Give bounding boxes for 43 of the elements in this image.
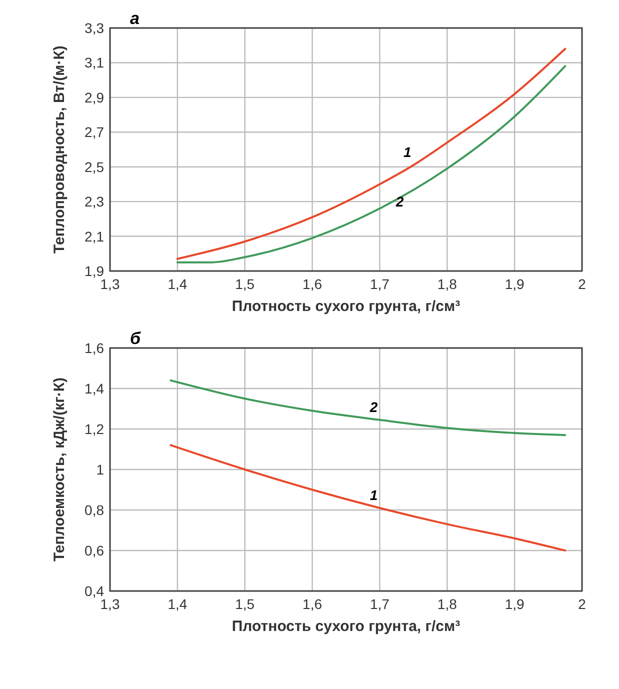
x-tick-label: 1,4 <box>168 276 188 292</box>
x-tick-label: 2 <box>578 276 586 292</box>
y-axis-title: Теплопроводность, Вт/(м·К) <box>51 46 68 254</box>
x-tick-label: 2 <box>578 596 586 612</box>
y-tick-label: 1,6 <box>84 340 104 356</box>
series-label: 2 <box>394 194 404 210</box>
x-tick-label: 1,9 <box>504 596 525 612</box>
y-axis-title: Теплоемкость, кДж/(кг·К) <box>51 378 68 562</box>
chart-title: а <box>130 9 140 28</box>
y-tick-label: 2,1 <box>84 228 104 244</box>
y-tick-label: 2,5 <box>84 158 104 175</box>
x-tick-label: 1,6 <box>302 276 322 292</box>
x-tick-label: 1,3 <box>100 596 120 612</box>
y-tick-label: 1,2 <box>84 421 104 437</box>
y-tick-label: 0,4 <box>84 583 104 599</box>
x-tick-label: 1,3 <box>100 276 120 292</box>
y-tick-label: 2,3 <box>84 194 104 210</box>
y-tick-label: 0,6 <box>84 542 104 558</box>
y-tick-label: 3,3 <box>84 20 104 36</box>
series-label: 2 <box>368 398 378 415</box>
x-axis-title: Плотность сухого грунта, г/см³ <box>232 618 460 635</box>
x-tick-label: 1,8 <box>437 596 458 612</box>
x-tick-label: 1,5 <box>235 276 255 292</box>
y-tick-label: 1,9 <box>84 263 104 279</box>
x-tick-label: 1,8 <box>437 276 458 292</box>
y-tick-label: 0,8 <box>84 502 104 518</box>
x-tick-label: 1,9 <box>504 276 525 292</box>
x-tick-label: 1,6 <box>302 596 322 612</box>
line-series <box>170 379 566 436</box>
y-tick-label: 1,4 <box>84 380 104 396</box>
y-tick-label: 1 <box>96 462 104 478</box>
chart-title: б <box>130 329 141 348</box>
x-tick-label: 1,4 <box>168 596 188 612</box>
x-axis-title: Плотность сухого грунта, г/см³ <box>232 298 460 315</box>
y-tick-label: 3,1 <box>84 54 104 71</box>
x-tick-label: 1,7 <box>370 596 390 612</box>
y-tick-label: 2,7 <box>84 124 104 140</box>
x-tick-label: 1,5 <box>235 596 255 612</box>
series-label: 1 <box>404 144 412 160</box>
line-series <box>170 444 566 552</box>
x-tick-label: 1,7 <box>370 276 390 292</box>
y-tick-label: 2,9 <box>84 89 104 106</box>
series-label: 1 <box>370 486 378 503</box>
